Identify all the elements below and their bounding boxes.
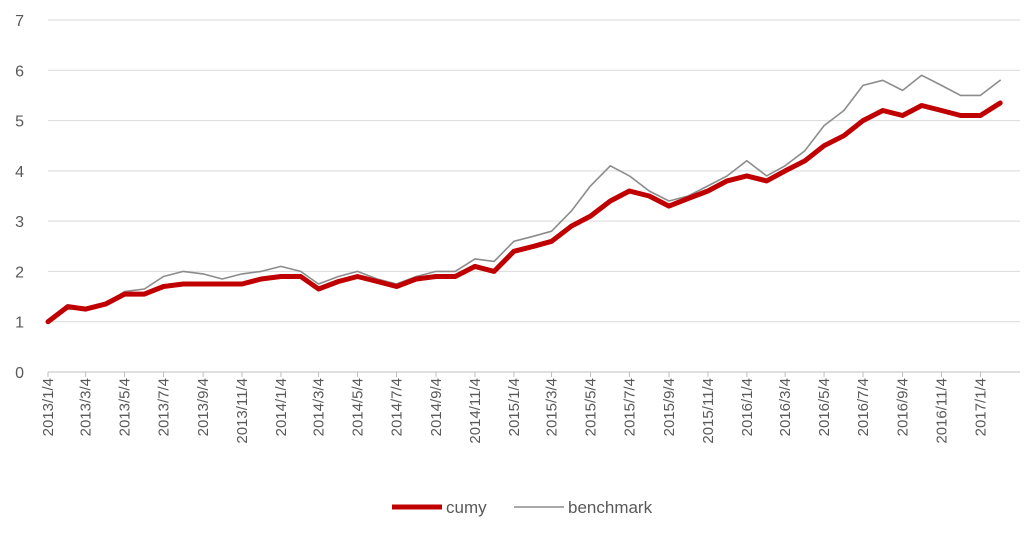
series-line-benchmark xyxy=(47,74,1002,323)
x-tick-label: 2014/11/4 xyxy=(467,378,484,444)
x-tick-label: 2016/9/4 xyxy=(895,378,912,436)
legend-label-benchmark: benchmark xyxy=(568,498,653,517)
x-tick-label: 2014/5/4 xyxy=(350,378,367,436)
x-tick-label: 2015/11/4 xyxy=(700,378,717,444)
legend-label-cumy: cumy xyxy=(446,498,487,517)
x-tick-label: 2017/1/4 xyxy=(972,378,989,436)
x-tick-label: 2016/1/4 xyxy=(739,378,756,436)
y-tick-label: 3 xyxy=(15,214,24,231)
x-tick-label: 2016/5/4 xyxy=(816,378,833,436)
y-tick-label: 4 xyxy=(15,164,24,181)
x-tick-label: 2013/11/4 xyxy=(234,378,251,444)
x-tick-label: 2013/3/4 xyxy=(78,378,95,436)
y-tick-label: 7 xyxy=(15,13,24,30)
y-tick-label: 5 xyxy=(15,114,24,131)
x-tick-label: 2013/5/4 xyxy=(117,378,134,436)
x-tick-label: 2016/7/4 xyxy=(855,378,872,436)
x-tick-label: 2015/3/4 xyxy=(544,378,561,436)
x-tick-label: 2015/7/4 xyxy=(621,378,638,436)
x-tick-label: 2014/1/4 xyxy=(273,378,290,436)
x-tick-label: 2016/3/4 xyxy=(777,378,794,436)
x-tick-label: 2013/9/4 xyxy=(195,378,212,436)
x-tick-label: 2015/5/4 xyxy=(582,378,599,436)
y-tick-label: 0 xyxy=(15,365,24,382)
x-tick-label: 2014/9/4 xyxy=(428,378,445,436)
y-tick-label: 6 xyxy=(15,63,24,80)
series-line-cumy xyxy=(45,100,1003,325)
x-tick-label: 2016/11/4 xyxy=(933,378,950,444)
y-tick-label: 1 xyxy=(15,315,24,332)
x-tick-label: 2015/1/4 xyxy=(506,378,523,436)
x-tick-label: 2014/3/4 xyxy=(311,378,328,436)
x-tick-label: 2015/9/4 xyxy=(661,378,678,436)
x-tick-label: 2014/7/4 xyxy=(388,378,405,436)
y-tick-label: 2 xyxy=(15,264,24,281)
x-tick-label: 2013/7/4 xyxy=(156,378,173,436)
x-tick-label: 2013/1/4 xyxy=(40,378,57,436)
legend: cumy benchmark xyxy=(392,498,653,517)
